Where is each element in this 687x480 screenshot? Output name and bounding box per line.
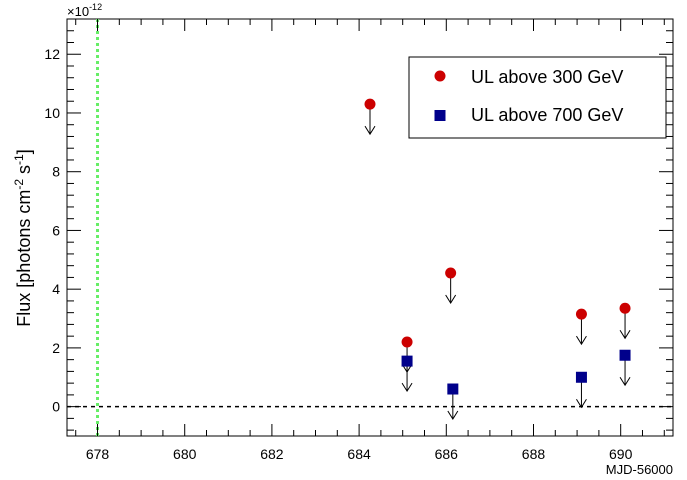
- x-axis-title: MJD-56000: [606, 462, 673, 477]
- upper-limit-point-700gev: [575, 371, 587, 409]
- data-marker: [445, 267, 457, 279]
- x-tick-label: 682: [260, 446, 284, 462]
- y-axis-title: Flux [photons cm-2 s-1]: [12, 149, 34, 326]
- legend-marker-700gev: [434, 110, 446, 121]
- y-tick-label: 10: [44, 105, 60, 121]
- upper-limit-arrow-head: [401, 382, 413, 393]
- upper-limit-arrow-head: [619, 376, 631, 387]
- data-marker: [401, 336, 413, 348]
- reference-lines: [67, 19, 673, 436]
- upper-limit-point-300gev: [364, 98, 376, 136]
- x-tick-label: 680: [173, 446, 197, 462]
- y-tick-label: 4: [52, 281, 60, 297]
- data-marker: [401, 355, 413, 367]
- plot-frame: [66, 18, 674, 437]
- y-tick-label: 6: [52, 222, 60, 238]
- legend-label-300gev: UL above 300 GeV: [471, 67, 623, 87]
- data-points: [364, 98, 631, 420]
- upper-limit-point-300gev: [575, 308, 587, 346]
- data-marker: [447, 383, 459, 395]
- data-marker: [619, 302, 631, 314]
- upper-limit-arrow-head: [619, 329, 631, 340]
- y-exponent-label: ×10-12: [67, 2, 102, 19]
- x-tick-label: 688: [522, 446, 546, 462]
- x-tick-label: 686: [435, 446, 459, 462]
- x-tick-label: 684: [347, 446, 371, 462]
- upper-limit-arrow-head: [445, 294, 457, 304]
- upper-limit-arrow-head: [576, 335, 587, 346]
- upper-limit-point-700gev: [447, 383, 459, 420]
- legend-label-700gev: UL above 700 GeV: [471, 105, 623, 125]
- data-marker: [575, 308, 587, 320]
- data-marker: [575, 371, 587, 383]
- x-tick-label: 678: [86, 446, 110, 462]
- upper-limit-arrow-head: [576, 399, 587, 409]
- upper-limit-point-700gev: [619, 349, 631, 387]
- legend-box: [408, 56, 667, 139]
- legend: UL above 300 GeV UL above 700 GeV: [408, 56, 667, 139]
- data-marker: [619, 349, 631, 361]
- y-axis: 0 2 4 6 8 10 12: [44, 30, 673, 431]
- upper-limit-point-300gev: [619, 302, 631, 340]
- data-marker: [364, 98, 376, 110]
- y-tick-label: 12: [44, 46, 60, 62]
- x-axis: 678 680 682 684 686 688 690: [75, 19, 665, 462]
- x-tick-label: 690: [609, 446, 633, 462]
- upper-limit-point-700gev: [401, 355, 413, 393]
- upper-limit-arrow-head: [447, 410, 459, 420]
- y-tick-label: 8: [52, 164, 60, 180]
- y-tick-label: 2: [52, 340, 60, 356]
- upper-limit-arrow-head: [364, 125, 376, 136]
- upper-limit-point-300gev: [445, 267, 457, 304]
- legend-marker-300gev: [434, 70, 446, 82]
- y-tick-label: 0: [52, 399, 60, 415]
